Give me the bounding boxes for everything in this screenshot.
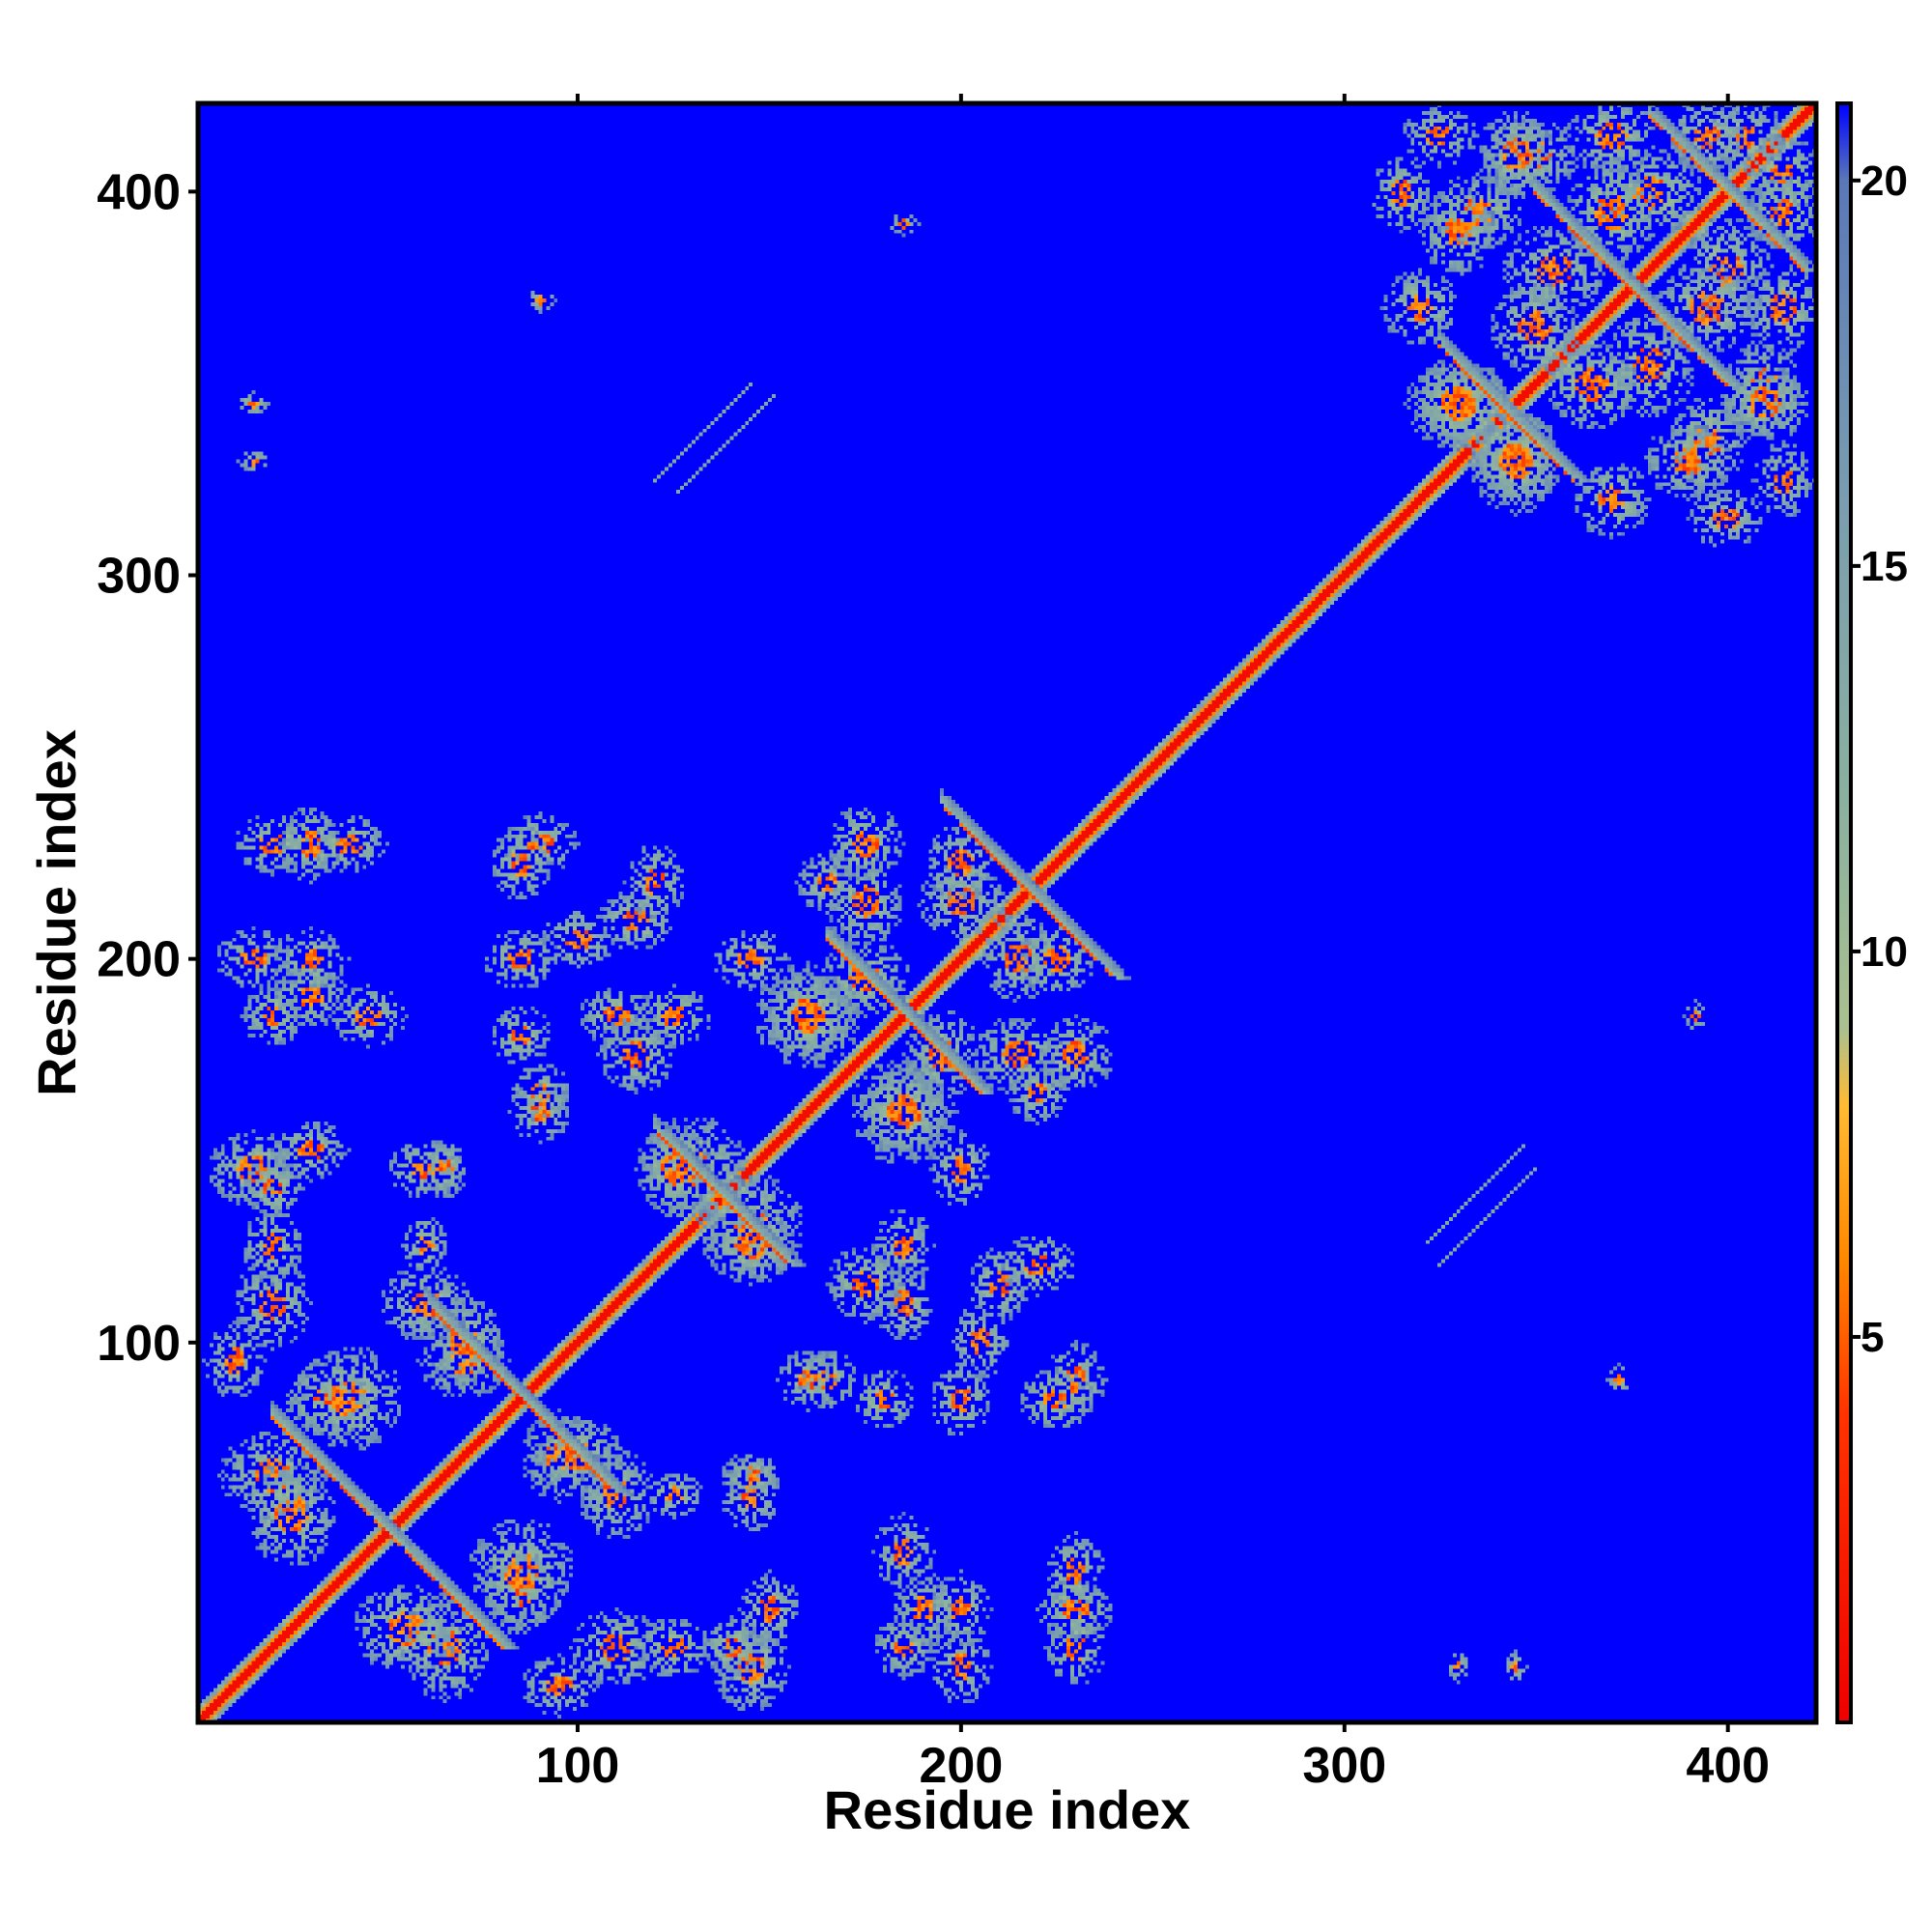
heatmap-area — [198, 103, 1816, 1722]
x-axis-title: Residue index — [824, 1779, 1191, 1840]
x-tick-label: 100 — [536, 1738, 620, 1794]
heatmap-cells — [198, 103, 1816, 1722]
colorbar-tick-label: 10 — [1861, 928, 1908, 976]
colorbar-tick-label: 20 — [1861, 157, 1908, 205]
y-tick-label: 300 — [97, 549, 181, 605]
x-tick-label: 300 — [1302, 1738, 1386, 1794]
x-tick-label: 200 — [919, 1738, 1003, 1794]
x-tick-label: 400 — [1686, 1738, 1770, 1794]
y-tick-label: 200 — [97, 932, 181, 988]
y-axis: 100 200 300 400 — [97, 164, 198, 1372]
y-axis-title: Residue index — [26, 729, 87, 1096]
colorbar-ticks: 5 10 15 20 — [1851, 157, 1908, 1361]
y-tick-label: 400 — [97, 164, 181, 220]
colorbar-tick-label: 15 — [1861, 543, 1908, 590]
colorbar — [1835, 101, 1853, 1724]
y-tick-label: 100 — [97, 1316, 181, 1372]
x-axis: 100 200 300 400 — [536, 1722, 1770, 1794]
plot-frame — [195, 100, 1819, 1725]
top-axis-ticks — [575, 94, 1730, 103]
colorbar-tick-label: 5 — [1861, 1314, 1884, 1361]
